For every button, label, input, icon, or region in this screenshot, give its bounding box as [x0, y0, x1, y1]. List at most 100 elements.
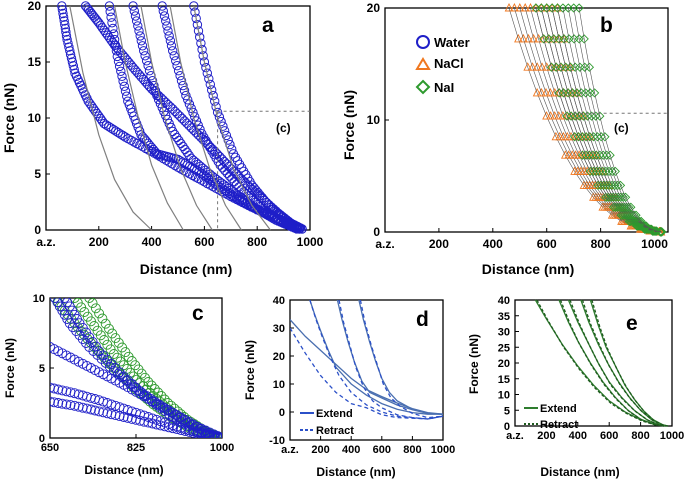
- panel-a-ytick-label: 5: [34, 167, 41, 181]
- panel-c-point: [57, 398, 68, 409]
- panel-a-point: [219, 126, 230, 136]
- panel-c-point: [77, 334, 88, 345]
- panel-a-point: [179, 116, 190, 126]
- panel-a-point: [172, 60, 182, 71]
- panel-d-ytick-label: 40: [273, 295, 285, 307]
- panel-a-point: [68, 60, 79, 71]
- panel-c-point: [139, 416, 150, 427]
- panel-b-nai-point: [633, 216, 643, 227]
- panel-a-point: [64, 42, 74, 52]
- panel-b-nai-point: [602, 150, 612, 160]
- panel-a-point: [57, 5, 68, 15]
- panel-b-nai-point: [574, 111, 584, 121]
- panel-a-point: [133, 21, 143, 31]
- panel-b-xtick-label: 600: [537, 237, 557, 251]
- panel-c-point: [112, 352, 123, 363]
- panel-b-nacl-point: [585, 131, 595, 141]
- panel-a-point: [234, 182, 244, 192]
- panel-a-point: [216, 116, 226, 127]
- panel-a-point: [169, 51, 179, 61]
- panel-c-ytick-label: 5: [39, 363, 45, 375]
- panel-c-point: [81, 403, 92, 414]
- legend-water-marker: [416, 35, 430, 49]
- panel-b-nacl-point: [528, 62, 537, 71]
- panel-a-point: [135, 31, 145, 41]
- panel-b-nai-point: [570, 111, 580, 121]
- panel-b-xtick-label: a.z.: [375, 237, 394, 251]
- panel-a-point: [69, 64, 79, 75]
- panel-a-point: [140, 51, 150, 61]
- panel-a-point: [161, 16, 171, 26]
- panel-c-point: [212, 431, 222, 438]
- panel-a-point: [175, 111, 185, 121]
- panel-c-point: [94, 406, 105, 417]
- panel-e-ytick-label: 35: [498, 311, 510, 323]
- panel-c-point: [57, 385, 68, 396]
- panel-a-label: a: [262, 14, 274, 37]
- panel-b-nai-point: [613, 202, 623, 212]
- panel-a-point: [170, 106, 180, 117]
- panel-e-xtick-label: a.z.: [506, 430, 524, 442]
- panel-a-point: [178, 141, 188, 152]
- panel-b-nai-point: [615, 180, 626, 191]
- panel-b-nai-point: [581, 88, 591, 98]
- panel-b-label: b: [600, 14, 613, 37]
- panel-b-nacl-point: [591, 150, 601, 159]
- panel-a-point: [58, 8, 68, 19]
- panel-e-retract-line: [591, 299, 669, 427]
- panel-c-point: [73, 401, 84, 412]
- panel-b-nai-point: [558, 88, 569, 98]
- panel-a-point: [297, 224, 307, 234]
- panel-a-point: [59, 16, 69, 26]
- panel-a-point: [87, 101, 97, 111]
- panel-d-ytick-label: 10: [273, 379, 285, 391]
- panel-a-point: [170, 129, 180, 140]
- panel-d-extend-line: [290, 319, 443, 415]
- panel-b-nacl-point: [563, 87, 573, 97]
- panel-b-nai-point: [584, 150, 595, 160]
- panel-c-point: [159, 421, 170, 432]
- panel-a-point: [114, 61, 125, 72]
- panel-c-point: [50, 298, 60, 303]
- panel-b-nai-point: [657, 227, 667, 237]
- panel-d-legend: Extend Retract: [300, 408, 354, 437]
- panel-b-nacl-point: [537, 87, 546, 97]
- panel-b-nai-point: [600, 132, 610, 142]
- panel-b-nai-point: [626, 202, 636, 212]
- panel-d-plot-area: [290, 300, 443, 420]
- panel-a-point: [158, 6, 169, 16]
- panel-a-point: [58, 12, 69, 22]
- panel-a-fit-line: [140, 5, 213, 231]
- panel-c-point: [50, 342, 55, 352]
- panel-d-xtick-label: 1000: [431, 444, 455, 456]
- panel-e-ytick-label: 5: [504, 405, 510, 417]
- panel-c-point: [115, 356, 126, 367]
- panel-a-point: [221, 182, 232, 192]
- panel-a-point: [212, 175, 222, 185]
- panel-e-xtick-label: 800: [631, 430, 649, 442]
- panel-c-point: [141, 384, 152, 395]
- panel-c-point: [100, 318, 111, 329]
- panel-c-point: [108, 349, 119, 359]
- panel-c-point: [118, 360, 129, 371]
- panel-a-point: [120, 86, 131, 96]
- panel-a-point: [110, 40, 121, 50]
- panel-a-xlabel: Distance (nm): [140, 261, 233, 277]
- panel-a-point: [111, 46, 122, 56]
- legend-water-label: Water: [434, 35, 470, 50]
- panel-b-xtick-label: 400: [483, 237, 503, 251]
- panel-b-nacl-point: [519, 33, 528, 43]
- panel-e-xtick-label: 1000: [660, 430, 684, 442]
- panel-a-point: [215, 160, 225, 170]
- panel-a-point: [113, 127, 123, 138]
- panel-c-point: [102, 408, 113, 419]
- panel-b-fit-line: [573, 7, 662, 233]
- panel-a-point: [150, 85, 161, 96]
- panel-c-point: [94, 308, 105, 319]
- panel-b-nai-point: [623, 202, 634, 212]
- panel-e-ytick-label: 0: [504, 421, 510, 433]
- panel-c-point: [65, 400, 76, 411]
- panel-e-retract-line: [559, 299, 665, 427]
- panel-a-point: [205, 180, 216, 190]
- panel-b: b (c) Distance (nm) Force (nN) Water NaC…: [341, 1, 669, 277]
